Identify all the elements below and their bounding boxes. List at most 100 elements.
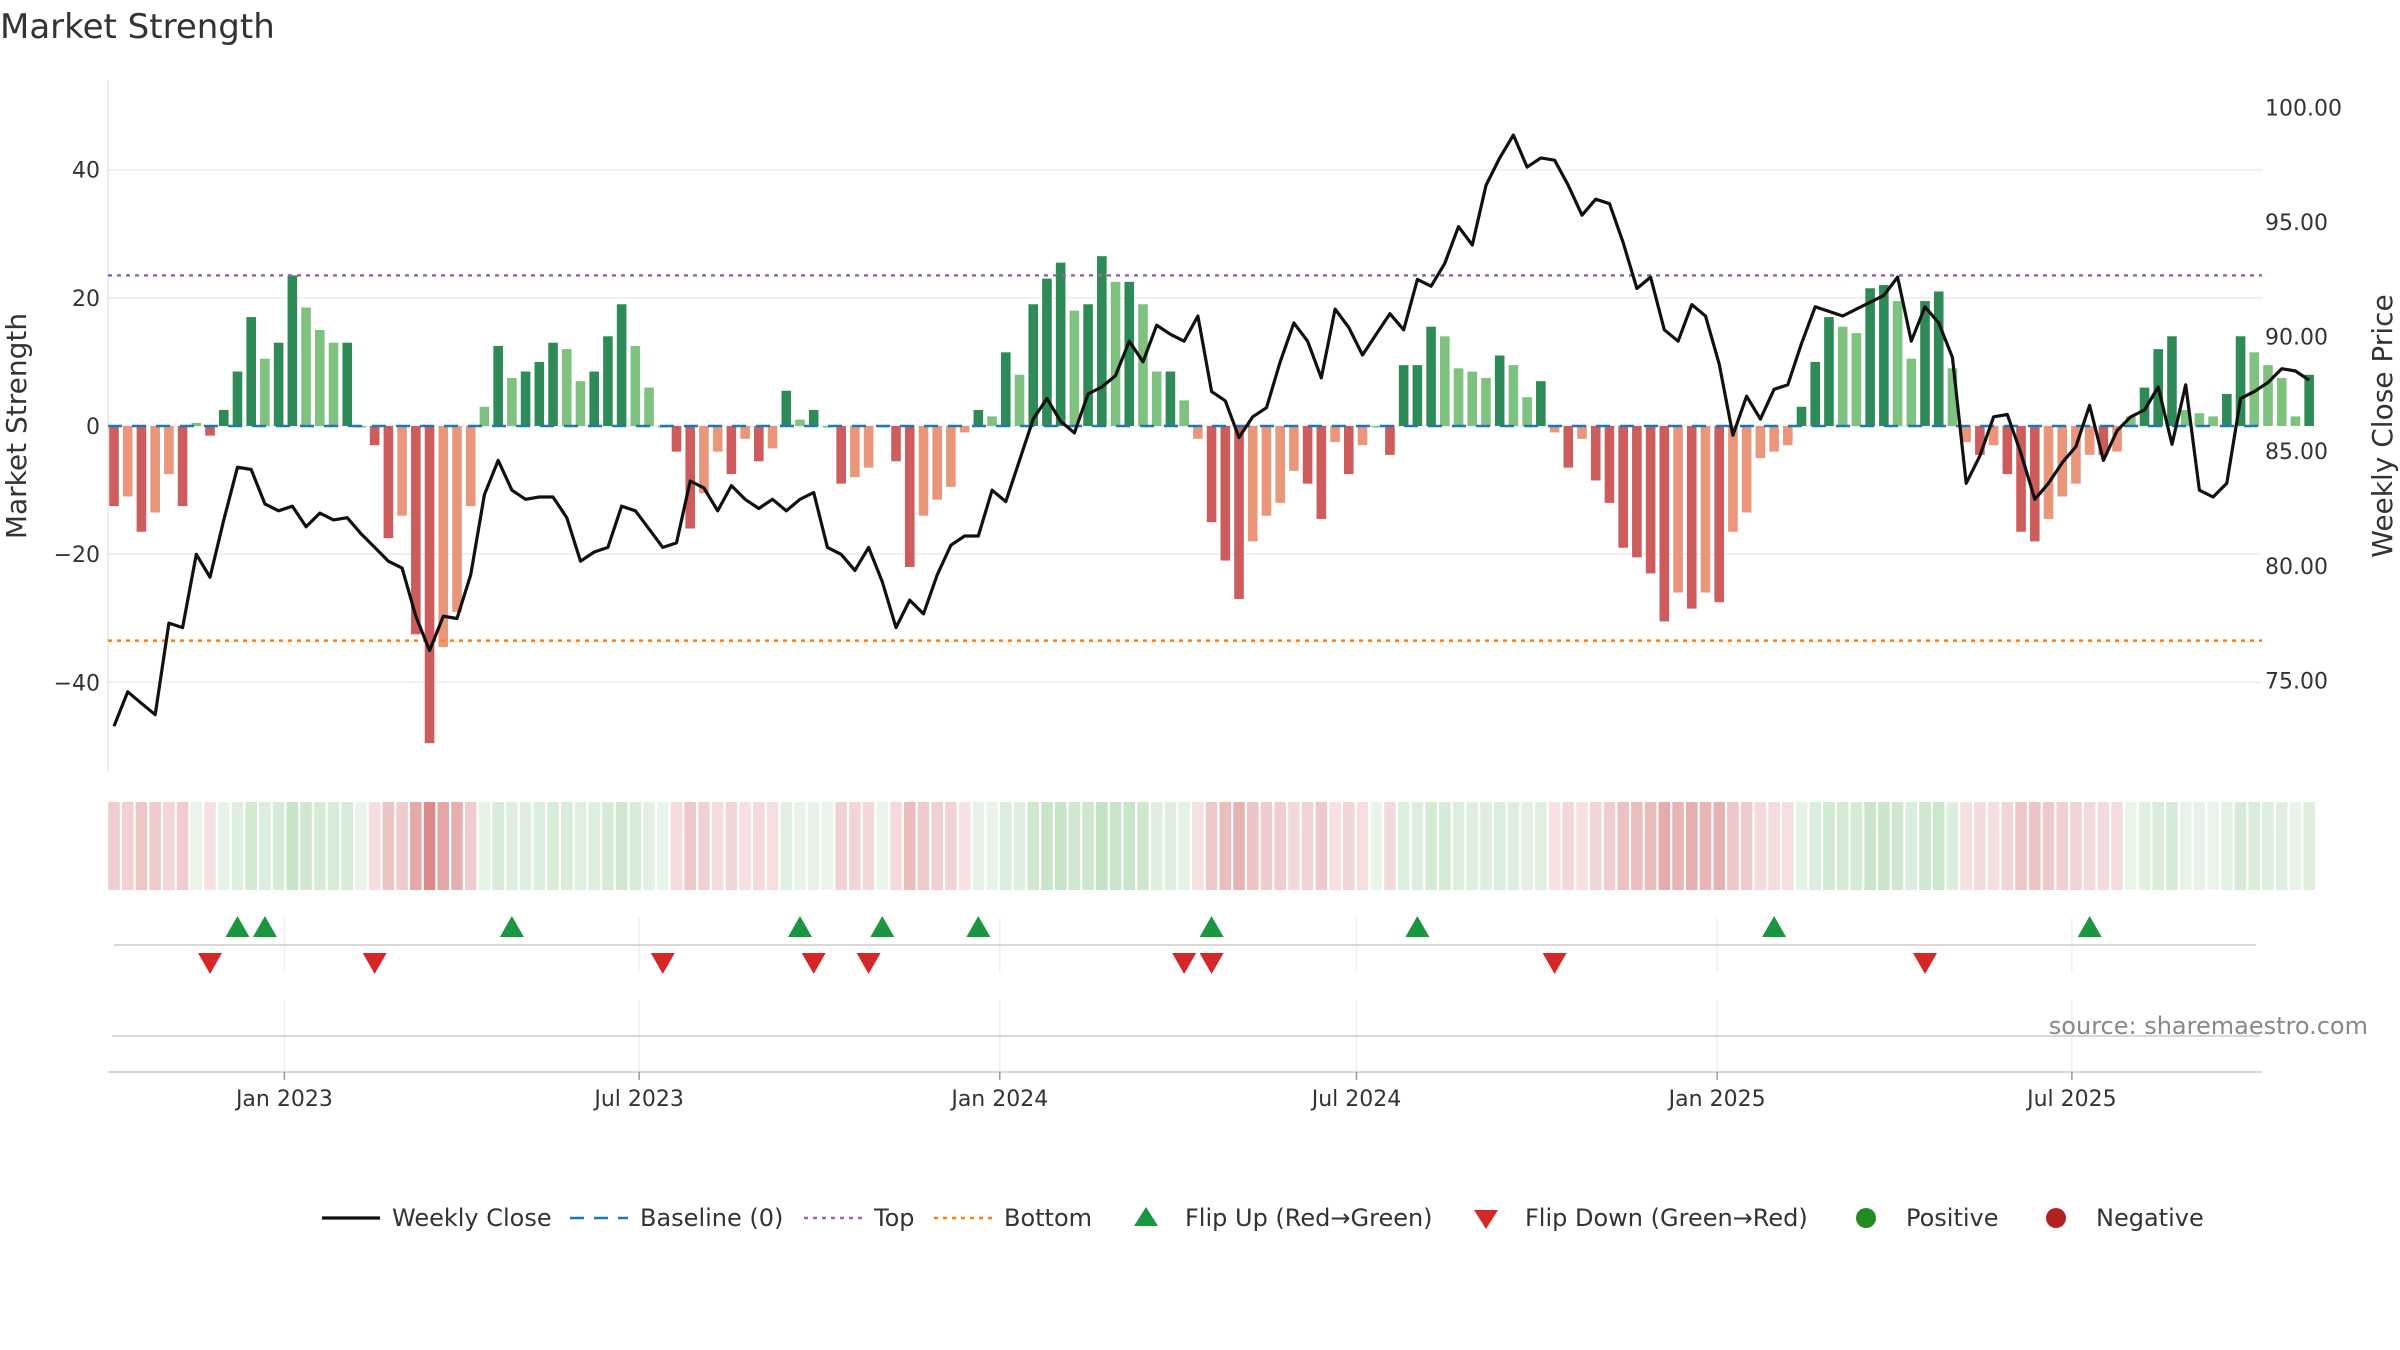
heat-cell-20 bbox=[382, 802, 395, 890]
heat-cell-6 bbox=[190, 802, 203, 890]
heat-cell-104 bbox=[1535, 802, 1547, 890]
strength-bar-57 bbox=[891, 426, 901, 462]
legend-label-2: Top bbox=[873, 1204, 915, 1232]
strength-bar-23 bbox=[424, 426, 435, 744]
strength-bar-141 bbox=[2043, 426, 2054, 519]
heat-cell-155 bbox=[2234, 802, 2247, 890]
heat-cell-64 bbox=[986, 802, 998, 890]
strength-bar-110 bbox=[1618, 426, 1628, 548]
heat-cell-107 bbox=[1576, 802, 1588, 890]
strength-bar-105 bbox=[1549, 426, 1560, 433]
strength-bar-67 bbox=[1028, 304, 1039, 426]
strength-bar-86 bbox=[1289, 426, 1299, 471]
heat-cell-21 bbox=[396, 802, 408, 890]
strength-bar-98 bbox=[1453, 368, 1464, 426]
heat-cell-142 bbox=[2056, 802, 2068, 890]
heat-cell-121 bbox=[1768, 802, 1780, 890]
heat-cell-39 bbox=[643, 802, 655, 890]
strength-bar-71 bbox=[1083, 304, 1093, 426]
strength-bar-2 bbox=[136, 426, 147, 532]
x-tick-label-4: Jan 2025 bbox=[1667, 1087, 1766, 1112]
heat-cell-8 bbox=[217, 802, 230, 890]
heat-cell-103 bbox=[1521, 802, 1533, 890]
heat-cell-0 bbox=[108, 802, 120, 890]
flip-up-marker-8 bbox=[1762, 916, 1787, 937]
strength-bar-133 bbox=[1933, 291, 1944, 426]
strength-bar-19 bbox=[369, 426, 380, 446]
heat-cell-73 bbox=[1109, 802, 1122, 890]
heat-cell-76 bbox=[1150, 802, 1163, 890]
heat-cell-16 bbox=[327, 802, 340, 890]
heat-cell-5 bbox=[176, 802, 189, 890]
heat-cell-119 bbox=[1740, 802, 1753, 890]
strength-bar-13 bbox=[287, 275, 298, 426]
strength-bar-140 bbox=[2029, 426, 2040, 542]
x-tick-labels: Jan 2023 Jul 2023 Jan 2024 Jul 2024 Jan 2025… bbox=[234, 1072, 2117, 1112]
heat-cell-70 bbox=[1068, 802, 1081, 890]
heat-cell-143 bbox=[2070, 802, 2082, 890]
strength-bar-137 bbox=[1988, 426, 1999, 446]
legend-label-7: Negative bbox=[2096, 1204, 2204, 1232]
heat-cell-90 bbox=[1343, 802, 1355, 890]
legend-swatch-flip-down bbox=[1474, 1210, 1498, 1229]
flip-up-marker-7 bbox=[1405, 916, 1430, 937]
heat-cell-160 bbox=[2303, 802, 2315, 890]
heat-cell-145 bbox=[2097, 802, 2110, 890]
flip-up-marker-3 bbox=[787, 916, 812, 937]
heat-cell-96 bbox=[1425, 802, 1437, 890]
legend-swatch-flip-up bbox=[1134, 1207, 1158, 1226]
heat-cell-134 bbox=[1946, 802, 1959, 890]
strength-bar-159 bbox=[2290, 416, 2301, 426]
heat-cell-89 bbox=[1329, 802, 1341, 890]
strength-bar-153 bbox=[2208, 416, 2218, 426]
y-tick-left-2: 0 bbox=[86, 415, 100, 440]
strength-bar-80 bbox=[1206, 426, 1217, 523]
heat-cell-102 bbox=[1507, 802, 1520, 890]
strength-bar-100 bbox=[1481, 377, 1491, 426]
heat-cell-147 bbox=[2125, 802, 2137, 890]
strength-bar-93 bbox=[1385, 426, 1395, 455]
strength-bar-47 bbox=[754, 426, 764, 462]
strength-bar-83 bbox=[1247, 426, 1258, 542]
heat-cell-125 bbox=[1823, 802, 1835, 890]
heat-cell-151 bbox=[2179, 802, 2192, 890]
strength-bar-143 bbox=[2071, 426, 2081, 484]
flip-up-marker-0 bbox=[225, 916, 250, 937]
heat-cell-129 bbox=[1878, 802, 1890, 890]
flip-down-marker-0 bbox=[198, 953, 223, 974]
heat-cell-130 bbox=[1891, 802, 1904, 890]
heat-cell-100 bbox=[1480, 802, 1492, 890]
heat-cell-111 bbox=[1631, 802, 1643, 890]
heat-cell-67 bbox=[1027, 802, 1039, 890]
heat-cell-44 bbox=[711, 802, 724, 890]
strength-bar-160 bbox=[2304, 374, 2314, 426]
strength-bar-52 bbox=[822, 426, 833, 428]
strength-bar-32 bbox=[548, 342, 558, 426]
heat-cell-48 bbox=[766, 802, 779, 890]
flip-down-marker-1 bbox=[362, 953, 387, 974]
heat-cell-118 bbox=[1727, 802, 1739, 890]
heat-cell-60 bbox=[931, 802, 943, 890]
heat-cell-88 bbox=[1315, 802, 1328, 890]
strength-bar-103 bbox=[1522, 397, 1532, 426]
strength-bar-72 bbox=[1097, 256, 1107, 426]
flip-up-marker-6 bbox=[1199, 916, 1224, 937]
strength-bar-117 bbox=[1714, 426, 1725, 603]
strength-bar-44 bbox=[712, 426, 723, 452]
source-note: source: sharemaestro.com bbox=[2049, 1012, 2368, 1040]
lower-panel: source: sharemaestro.com bbox=[108, 1000, 2368, 1073]
heat-cell-81 bbox=[1219, 802, 1232, 890]
legend-swatch-positive bbox=[1856, 1208, 1876, 1228]
legend-label-5: Flip Down (Green→Red) bbox=[1525, 1204, 1808, 1232]
heat-cell-117 bbox=[1713, 802, 1725, 890]
strength-bar-38 bbox=[630, 345, 641, 426]
strength-bar-104 bbox=[1536, 381, 1546, 426]
heat-cell-116 bbox=[1699, 802, 1712, 890]
heat-cell-54 bbox=[849, 802, 861, 890]
legend-item-0: Weekly Close bbox=[322, 1204, 552, 1232]
heat-cell-24 bbox=[437, 802, 450, 890]
y-tick-right-4: 95.00 bbox=[2265, 211, 2328, 236]
y-tick-right-2: 85.00 bbox=[2265, 440, 2328, 465]
strength-bar-85 bbox=[1275, 426, 1285, 503]
heat-cell-12 bbox=[272, 802, 285, 890]
